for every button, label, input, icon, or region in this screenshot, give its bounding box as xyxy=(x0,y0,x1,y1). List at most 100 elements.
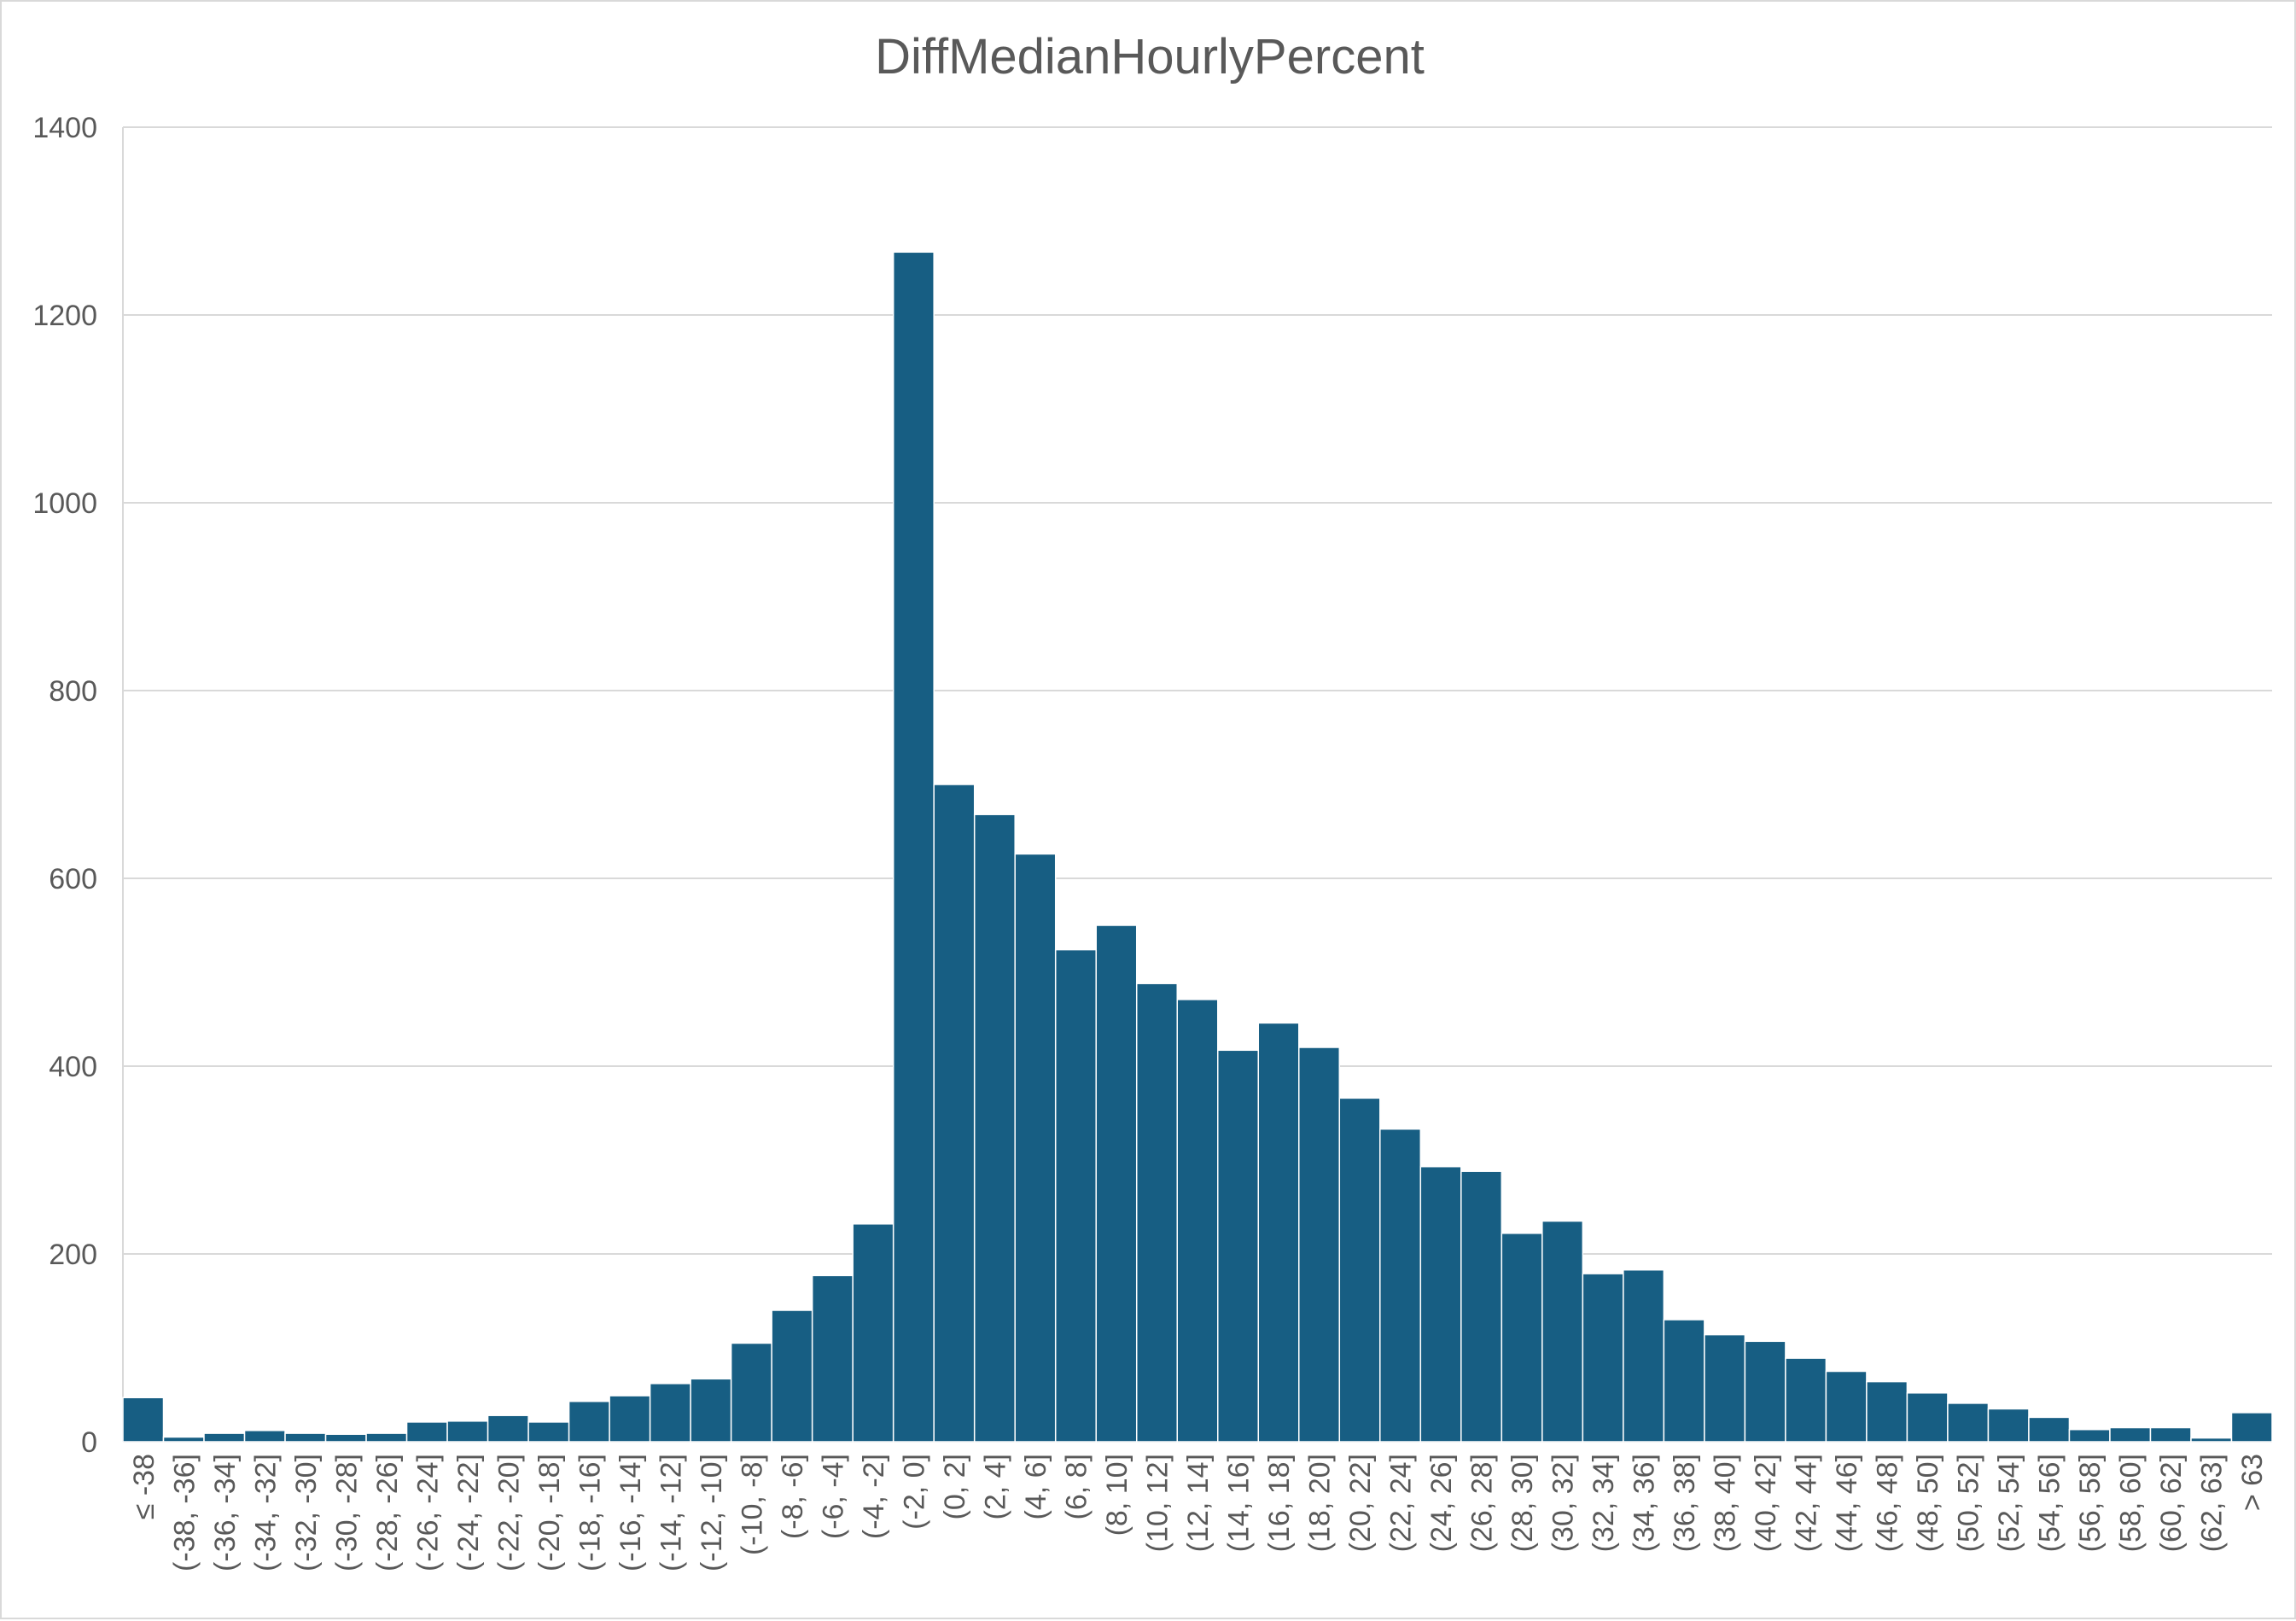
x-tick-label: (-26, -24] xyxy=(411,1454,444,1571)
x-tick-label: (-30, -28] xyxy=(330,1454,363,1571)
histogram-bar xyxy=(2028,1416,2071,1443)
histogram-bar xyxy=(1338,1097,1381,1443)
histogram-bar xyxy=(1379,1128,1422,1443)
histogram-bar xyxy=(1582,1273,1624,1443)
histogram-bar xyxy=(730,1342,772,1443)
histogram-bar xyxy=(284,1432,327,1443)
histogram-bar xyxy=(1298,1047,1341,1443)
histogram-bar xyxy=(2190,1437,2233,1443)
x-tick-label: (54, 56] xyxy=(2034,1454,2066,1552)
histogram-bar xyxy=(1663,1319,1705,1443)
x-tick-label: (-8, -6] xyxy=(777,1454,809,1539)
histogram-bar xyxy=(973,813,1016,1443)
histogram-bar xyxy=(1623,1268,1665,1443)
x-tick-label: (-38, -36] xyxy=(168,1454,201,1571)
x-tick-label: (-34, -32] xyxy=(249,1454,282,1571)
histogram-bar xyxy=(1095,924,1138,1443)
chart-title: DiffMedianHourlyPercent xyxy=(875,29,1425,85)
x-tick-label: (22, 24] xyxy=(1385,1454,1418,1552)
histogram-bar xyxy=(649,1383,691,1443)
x-tick-label: (56, 58] xyxy=(2074,1454,2107,1552)
histogram-bar xyxy=(1460,1170,1503,1443)
histogram-bar xyxy=(2230,1412,2273,1443)
x-tick-label: (30, 32] xyxy=(1547,1454,1580,1552)
histogram-bar xyxy=(1501,1233,1543,1443)
x-tick-label: (12, 14] xyxy=(1182,1454,1215,1552)
histogram-bar xyxy=(243,1430,286,1443)
histogram-bar xyxy=(1947,1402,1990,1443)
x-tick-label: (-20, -18] xyxy=(533,1454,566,1571)
x-tick-label: (6, 8] xyxy=(1060,1454,1093,1519)
histogram-bar xyxy=(690,1378,732,1443)
histogram-bar xyxy=(405,1421,448,1443)
y-tick-label: 1400 xyxy=(32,112,97,144)
histogram-bar xyxy=(122,1397,165,1443)
histogram-bar xyxy=(487,1414,529,1443)
histogram-bar xyxy=(324,1433,367,1443)
x-tick-label: (2, 4] xyxy=(979,1454,1011,1519)
x-tick-label: (-28, -26] xyxy=(371,1454,404,1571)
histogram-bar xyxy=(1785,1357,1827,1443)
x-tick-label: (40, 42] xyxy=(1750,1454,1782,1552)
histogram-bar xyxy=(1014,853,1057,1443)
histogram-bar xyxy=(1176,999,1219,1443)
x-tick-label: (26, 28] xyxy=(1466,1454,1499,1552)
x-tick-label: (38, 40] xyxy=(1710,1454,1742,1552)
histogram-bar xyxy=(1217,1049,1260,1443)
x-tick-label: (14, 16] xyxy=(1223,1454,1256,1552)
x-tick-label: (-6, -4] xyxy=(817,1454,849,1539)
x-tick-label: (24, 26] xyxy=(1425,1454,1458,1552)
y-tick-label: 800 xyxy=(49,675,97,708)
y-tick-label: 1000 xyxy=(32,487,97,520)
x-tick-label: (10, 12] xyxy=(1141,1454,1174,1552)
x-tick-label: (18, 20] xyxy=(1304,1454,1337,1552)
histogram-bar xyxy=(609,1395,651,1443)
x-tick-label: (44, 46] xyxy=(1831,1454,1863,1552)
histogram-bar xyxy=(1135,983,1178,1443)
histogram-bar xyxy=(1704,1333,1746,1443)
x-tick-label: (62, 63] xyxy=(2196,1454,2229,1552)
y-tick-label: 1200 xyxy=(32,300,97,332)
x-tick-label: (42, 44] xyxy=(1791,1454,1823,1552)
histogram-bar xyxy=(1825,1370,1868,1443)
x-tick-label: (46, 48] xyxy=(1872,1454,1904,1552)
x-tick-label: (58, 60] xyxy=(2115,1454,2147,1552)
x-tick-label: (-24, -22] xyxy=(452,1454,485,1571)
histogram-bar xyxy=(2109,1426,2152,1443)
y-tick-label: 200 xyxy=(49,1239,97,1271)
x-tick-label: (-18, -16] xyxy=(574,1454,606,1571)
histogram-bar xyxy=(365,1432,408,1443)
histogram-bar xyxy=(852,1223,895,1443)
y-tick-label: 600 xyxy=(49,863,97,895)
y-tick-label: 400 xyxy=(49,1051,97,1083)
x-tick-label: (-10, -8] xyxy=(736,1454,768,1555)
x-tick-label: > 63 xyxy=(2236,1454,2269,1511)
histogram-bar xyxy=(1987,1408,2030,1443)
x-tick-label: (0, 2] xyxy=(939,1454,971,1519)
x-tick-label: (36, 38] xyxy=(1669,1454,1701,1552)
x-tick-label: (-14, -12] xyxy=(655,1454,687,1571)
x-tick-label: (50, 52] xyxy=(1953,1454,1985,1552)
x-tick-label: (16, 18] xyxy=(1263,1454,1296,1552)
y-axis-ticks: 0 200 400 600 800 1000 1200 1400 xyxy=(32,112,97,1459)
x-tick-label: (-2, 0] xyxy=(898,1454,930,1530)
histogram-bar xyxy=(203,1432,246,1443)
x-tick-label: (32, 34] xyxy=(1588,1454,1620,1552)
gridlines xyxy=(122,126,2272,1443)
x-tick-label: ≤ -38 xyxy=(128,1454,160,1519)
bars xyxy=(122,251,2273,1443)
histogram-bar xyxy=(568,1400,610,1443)
x-tick-label: (-36, -34] xyxy=(209,1454,242,1571)
x-tick-label: (-4, -2] xyxy=(858,1454,890,1539)
x-tick-label: (8, 10] xyxy=(1101,1454,1133,1536)
histogram-bar xyxy=(1257,1022,1300,1443)
x-tick-label: (28, 30] xyxy=(1506,1454,1539,1552)
histogram-bar xyxy=(2068,1428,2111,1443)
x-tick-label: (-12, -10] xyxy=(696,1454,728,1571)
histogram-bar xyxy=(1054,948,1097,1443)
x-tick-label: (34, 36] xyxy=(1629,1454,1661,1552)
histogram-bar xyxy=(162,1436,205,1443)
x-tick-label: (-16, -14] xyxy=(615,1454,647,1571)
